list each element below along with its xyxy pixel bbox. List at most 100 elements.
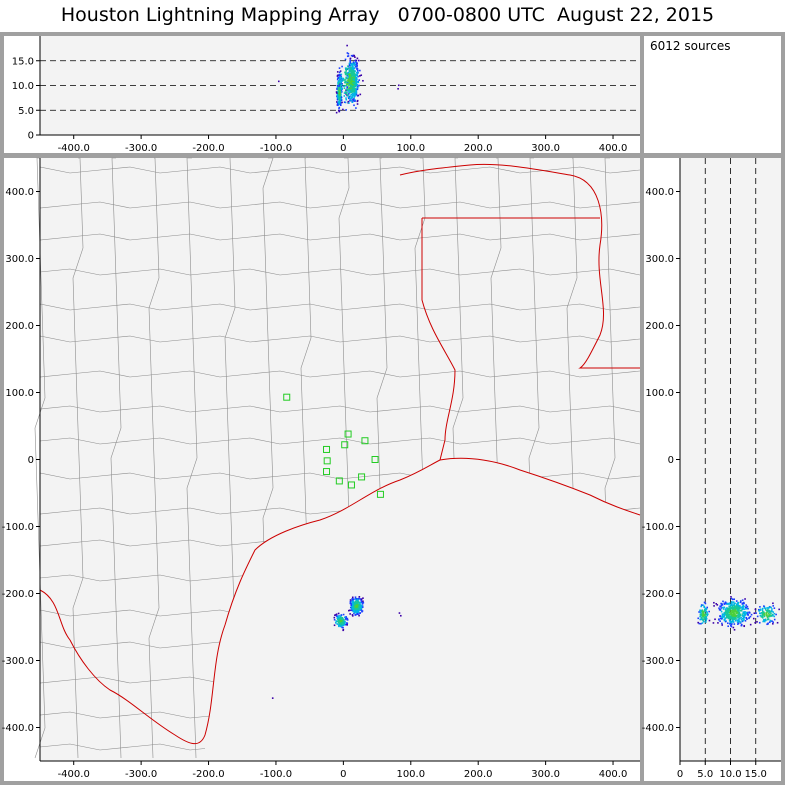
lightning-source xyxy=(347,78,350,81)
lightning-source xyxy=(349,77,351,80)
lightning-source xyxy=(769,611,772,613)
lightning-source xyxy=(350,66,352,69)
lightning-source xyxy=(339,77,342,80)
coastline-east xyxy=(399,163,640,369)
lightning-source xyxy=(353,612,355,615)
lightning-source xyxy=(706,614,709,617)
lightning-source xyxy=(358,606,360,609)
lightning-source xyxy=(346,73,349,76)
lightning-source xyxy=(355,81,358,84)
x-tick-label: 100.0 xyxy=(396,769,425,780)
lightning-source xyxy=(348,85,350,87)
lightning-source xyxy=(354,65,357,68)
lightning-source xyxy=(713,601,715,604)
lightning-source xyxy=(347,94,349,97)
lightning-source xyxy=(767,607,770,609)
lightning-source xyxy=(761,609,764,612)
lightning-source xyxy=(358,614,360,617)
lightning-source xyxy=(770,606,772,609)
lightning-source-outlier xyxy=(397,84,400,87)
lightning-source xyxy=(721,603,723,605)
lightning-source xyxy=(748,612,751,614)
lightning-source xyxy=(769,619,772,622)
lightning-source xyxy=(724,613,726,616)
county-line xyxy=(39,201,641,209)
lma-station xyxy=(358,473,366,481)
county-line xyxy=(72,157,84,759)
lightning-source xyxy=(763,614,766,616)
lma-station xyxy=(344,430,352,438)
lightning-source xyxy=(772,622,774,625)
lightning-source xyxy=(336,87,339,90)
lightning-source xyxy=(724,602,727,604)
lightning-source xyxy=(733,623,736,625)
lightning-source xyxy=(726,609,729,612)
lightning-source xyxy=(339,620,342,622)
x-tick-label: 300.0 xyxy=(531,769,560,780)
lightning-source xyxy=(735,611,737,614)
lightning-source xyxy=(350,69,352,71)
lightning-source xyxy=(347,67,350,70)
lightning-source xyxy=(700,622,702,625)
lightning-source xyxy=(352,599,354,602)
lightning-source xyxy=(744,598,746,600)
lightning-source xyxy=(741,613,744,615)
lightning-source xyxy=(729,624,732,627)
lightning-source xyxy=(705,621,707,623)
lightning-source xyxy=(719,617,722,620)
lightning-source xyxy=(343,621,345,624)
lightning-source xyxy=(353,70,355,73)
x-tick-label: 200.0 xyxy=(464,769,493,780)
lightning-source xyxy=(744,620,747,622)
lightning-source xyxy=(745,604,748,606)
lightning-source xyxy=(350,86,353,89)
lightning-source xyxy=(352,600,354,602)
lightning-source xyxy=(698,611,700,613)
lightning-source xyxy=(741,607,743,609)
lightning-source xyxy=(701,622,704,624)
lightning-source xyxy=(349,606,352,609)
lightning-source xyxy=(348,64,351,67)
lightning-source xyxy=(750,613,753,616)
lightning-source xyxy=(360,605,363,607)
lightning-source xyxy=(357,598,360,601)
lightning-source xyxy=(345,84,348,87)
lightning-source xyxy=(744,614,746,617)
lightning-source xyxy=(755,612,757,614)
lightning-source xyxy=(358,79,361,81)
lightning-source xyxy=(766,623,768,626)
lightning-source xyxy=(352,74,355,76)
lightning-source xyxy=(354,70,356,72)
lightning-source xyxy=(350,99,353,102)
lightning-source xyxy=(333,616,336,619)
lightning-source xyxy=(718,607,720,609)
x-tick-label: -300.0 xyxy=(125,769,157,780)
lightning-source xyxy=(350,78,352,81)
lightning-source xyxy=(763,620,766,623)
lma-station xyxy=(341,441,349,449)
lightning-source xyxy=(346,81,349,84)
lightning-source xyxy=(347,76,350,78)
lightning-source xyxy=(732,615,735,617)
lightning-source xyxy=(771,620,773,622)
lightning-source xyxy=(743,616,745,618)
lightning-source xyxy=(351,596,354,599)
lightning-source xyxy=(360,74,363,76)
lightning-source xyxy=(348,102,350,104)
lightning-source xyxy=(350,605,353,608)
lightning-source xyxy=(342,621,344,623)
lightning-source xyxy=(347,72,350,74)
lightning-source xyxy=(348,80,350,82)
lightning-source xyxy=(358,595,361,598)
lightning-source xyxy=(349,73,352,75)
lightning-source xyxy=(731,598,734,601)
lightning-source xyxy=(336,84,339,87)
lightning-source xyxy=(348,91,350,93)
lightning-source xyxy=(759,606,761,608)
lightning-source xyxy=(768,615,770,618)
lightning-source xyxy=(762,619,765,621)
lightning-source xyxy=(740,617,742,619)
x-tick-label: -400.0 xyxy=(58,769,90,780)
lightning-source xyxy=(342,108,344,111)
x-tick-label: 0 xyxy=(677,769,683,780)
